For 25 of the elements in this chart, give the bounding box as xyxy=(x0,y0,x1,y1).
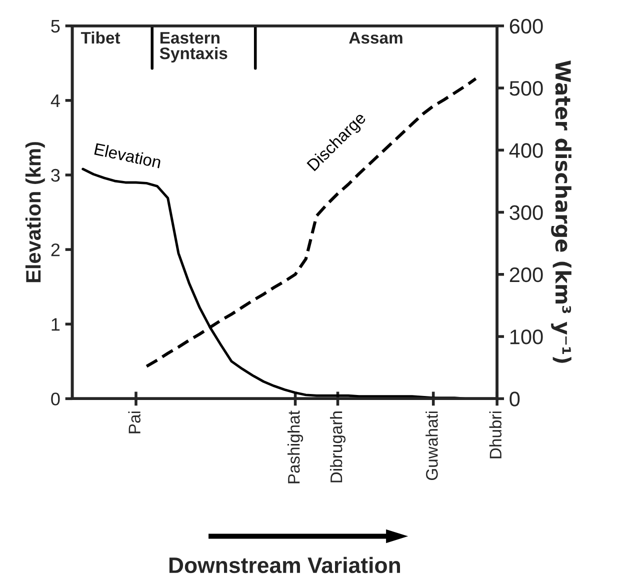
annotation: Eastern Syntaxis xyxy=(160,32,228,63)
x-tick-label: Dhubri xyxy=(489,412,502,458)
y-tick-label: 4 xyxy=(50,94,60,107)
y-tick-label: 1 xyxy=(52,318,60,331)
annotation: Tibet xyxy=(80,31,120,44)
y-tick-label: 2 xyxy=(51,243,60,256)
y2-tick-label: 500 xyxy=(510,81,543,96)
y2-tick-label: 600 xyxy=(510,18,543,34)
x-tick-label: Pai xyxy=(128,412,140,434)
annotation: Assam xyxy=(349,32,402,44)
y2-tick-label: 200 xyxy=(510,267,543,282)
y-tick-label: 5 xyxy=(51,20,60,33)
y2-tick-label: 300 xyxy=(510,205,543,220)
y-tick-label: 0 xyxy=(51,392,60,406)
y-tick-label: 3 xyxy=(51,168,60,182)
y2-tick-label: 0 xyxy=(510,392,520,406)
y-axis-title: Elevation (km) xyxy=(25,142,45,282)
x-tick-label: Dibrugarh xyxy=(330,412,346,482)
x-tick-label: Pashighat xyxy=(288,410,304,484)
y2-axis-title: Water discharge (km³ y⁻¹) xyxy=(551,60,572,363)
x-axis-title: Downstream Variation xyxy=(169,556,400,574)
y2-tick-label: 100 xyxy=(510,330,543,344)
x-tick-label: Guwahati xyxy=(426,412,438,480)
text: Elevation xyxy=(94,142,162,168)
y2-tick-label: 400 xyxy=(509,143,543,158)
